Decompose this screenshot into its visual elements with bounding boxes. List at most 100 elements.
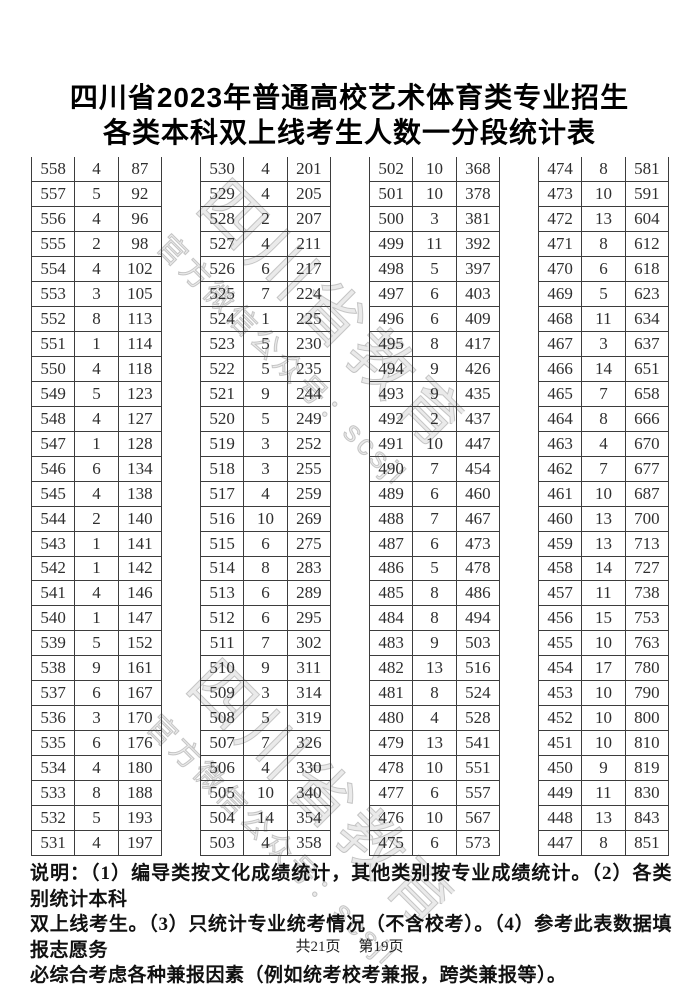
- cell-score: 453: [538, 681, 581, 706]
- table-row: 513 6 289: [200, 581, 331, 607]
- cell-count: 11: [412, 231, 455, 256]
- cell-cumulative_count: 454: [455, 456, 500, 481]
- cell-score: 553: [31, 281, 74, 306]
- cell-count: 8: [581, 831, 624, 856]
- cell-cumulative_count: 197: [117, 831, 162, 856]
- cell-score: 463: [538, 431, 581, 456]
- table-row: 474 8 581: [538, 157, 669, 182]
- cell-cumulative_count: 138: [117, 481, 162, 506]
- cell-cumulative_count: 193: [117, 806, 162, 831]
- table-row: 475 6 573: [369, 831, 500, 857]
- table-row: 488 7 467: [369, 506, 500, 532]
- table-column-group-1: 558 4 87 557 5 92 556 4 96 555 2 98 554 4 102 553 3 105 55…: [31, 157, 162, 857]
- cell-count: 8: [74, 306, 117, 331]
- cell-count: 11: [581, 781, 624, 806]
- cell-score: 524: [200, 306, 243, 331]
- cell-score: 555: [31, 231, 74, 256]
- cell-cumulative_count: 295: [286, 606, 331, 631]
- cell-cumulative_count: 176: [117, 731, 162, 756]
- cell-count: 6: [412, 531, 455, 556]
- cell-cumulative_count: 289: [286, 581, 331, 606]
- table-row: 540 1 147: [31, 606, 162, 632]
- cell-score: 498: [369, 256, 412, 281]
- cell-count: 15: [581, 606, 624, 631]
- cell-cumulative_count: 790: [624, 681, 669, 706]
- cell-score: 531: [31, 831, 74, 856]
- table-row: 483 9 503: [369, 631, 500, 657]
- cell-score: 532: [31, 806, 74, 831]
- cell-score: 548: [31, 406, 74, 431]
- cell-cumulative_count: 283: [286, 556, 331, 581]
- table-row: 484 8 494: [369, 606, 500, 632]
- cell-cumulative_count: 217: [286, 256, 331, 281]
- cell-score: 508: [200, 706, 243, 731]
- cell-score: 507: [200, 731, 243, 756]
- cell-cumulative_count: 235: [286, 356, 331, 381]
- cell-count: 10: [581, 631, 624, 656]
- cell-cumulative_count: 435: [455, 381, 500, 406]
- table-row: 492 2 437: [369, 406, 500, 432]
- cell-score: 517: [200, 481, 243, 506]
- cell-score: 542: [31, 556, 74, 581]
- cell-count: 8: [74, 781, 117, 806]
- cell-count: 13: [581, 506, 624, 531]
- table-row: 500 3 381: [369, 206, 500, 232]
- cell-score: 492: [369, 406, 412, 431]
- cell-score: 514: [200, 556, 243, 581]
- cell-cumulative_count: 152: [117, 631, 162, 656]
- cell-cumulative_count: 259: [286, 481, 331, 506]
- cell-count: 1: [74, 556, 117, 581]
- table-row: 481 8 524: [369, 681, 500, 707]
- cell-cumulative_count: 658: [624, 381, 669, 406]
- cell-score: 473: [538, 181, 581, 206]
- cell-score: 537: [31, 681, 74, 706]
- cell-cumulative_count: 358: [286, 831, 331, 856]
- cell-score: 496: [369, 306, 412, 331]
- table-row: 470 6 618: [538, 256, 669, 282]
- cell-score: 512: [200, 606, 243, 631]
- cell-count: 10: [412, 806, 455, 831]
- cell-count: 6: [581, 256, 624, 281]
- table-row: 458 14 727: [538, 556, 669, 582]
- cell-count: 10: [581, 681, 624, 706]
- cell-count: 8: [412, 331, 455, 356]
- table-row: 503 4 358: [200, 831, 331, 857]
- cell-count: 6: [243, 256, 286, 281]
- cell-count: 5: [243, 356, 286, 381]
- table-row: 556 4 96: [31, 206, 162, 232]
- cell-cumulative_count: 843: [624, 806, 669, 831]
- cell-count: 1: [74, 531, 117, 556]
- table-row: 465 7 658: [538, 381, 669, 407]
- cell-score: 513: [200, 581, 243, 606]
- cell-count: 8: [243, 556, 286, 581]
- cell-cumulative_count: 612: [624, 231, 669, 256]
- cell-score: 505: [200, 781, 243, 806]
- title-line-2: 各类本科双上线考生人数一分段统计表: [102, 117, 596, 148]
- cell-score: 450: [538, 756, 581, 781]
- table-row: 529 4 205: [200, 181, 331, 207]
- table-row: 527 4 211: [200, 231, 331, 257]
- cell-cumulative_count: 249: [286, 406, 331, 431]
- cell-count: 13: [581, 806, 624, 831]
- cell-score: 543: [31, 531, 74, 556]
- table-row: 478 10 551: [369, 756, 500, 782]
- note-line-1: 说明：（1）编导类按文化成绩统计，其他类别按专业成绩统计。（2）各类别统计本科: [30, 863, 672, 910]
- table-row: 509 3 314: [200, 681, 331, 707]
- cell-score: 457: [538, 581, 581, 606]
- cell-count: 6: [412, 281, 455, 306]
- cell-count: 5: [243, 331, 286, 356]
- table-row: 544 2 140: [31, 506, 162, 532]
- cell-score: 558: [31, 157, 74, 181]
- cell-count: 17: [581, 656, 624, 681]
- table-row: 507 7 326: [200, 731, 331, 757]
- cell-score: 549: [31, 381, 74, 406]
- cell-count: 3: [74, 706, 117, 731]
- cell-score: 539: [31, 631, 74, 656]
- table-row: 547 1 128: [31, 431, 162, 457]
- cell-score: 487: [369, 531, 412, 556]
- cell-cumulative_count: 354: [286, 806, 331, 831]
- table-row: 466 14 651: [538, 356, 669, 382]
- cell-count: 1: [74, 331, 117, 356]
- cell-cumulative_count: 188: [117, 781, 162, 806]
- cell-cumulative_count: 780: [624, 656, 669, 681]
